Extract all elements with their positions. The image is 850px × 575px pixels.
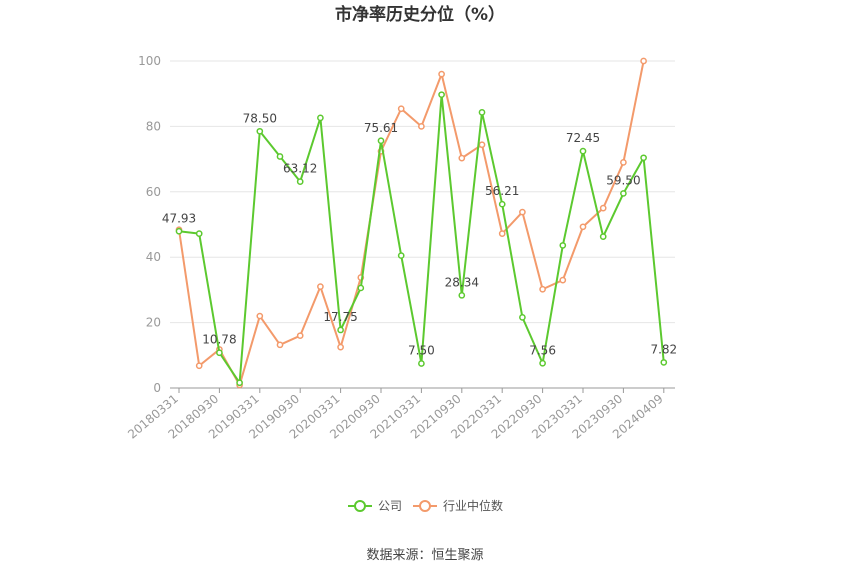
data-label-20: 72.45 (566, 131, 600, 145)
series-1-point-4 (256, 312, 264, 320)
data-label-10: 75.61 (364, 121, 398, 135)
series-0-point-3 (236, 379, 243, 387)
series-1-point-7 (317, 283, 324, 290)
series-1-point-13 (438, 70, 445, 78)
y-tick-label-20: 20 (146, 316, 161, 330)
series-0-point-20 (579, 147, 587, 155)
series-0-point-8 (337, 326, 344, 334)
data-labels: 47.93 10.78 78.50 63.12 17.75 75.61 7.50 28.34 5… (162, 111, 677, 357)
series-0-point-15 (478, 108, 486, 116)
series-0-point-6 (296, 178, 304, 185)
data-label-8: 17.75 (323, 310, 357, 324)
series-1-point-15 (478, 141, 486, 149)
legend-item-1[interactable]: 行业中位数 (413, 498, 503, 513)
series-0-point-0 (175, 227, 183, 235)
series-0-point-10 (377, 137, 385, 145)
series-0-point-9 (357, 284, 365, 292)
data-label-24: 7.82 (650, 342, 677, 356)
series-0-point-18 (539, 359, 546, 367)
series-0-point-4 (256, 127, 264, 135)
series-layer (175, 57, 668, 389)
legend-label-1: 行业中位数 (443, 498, 503, 513)
series-1-point-14 (458, 154, 466, 162)
series-line-1 (178, 60, 645, 387)
series-1-point-23 (640, 57, 647, 65)
chart-title: 市净率历史分位（%） (335, 4, 505, 25)
series-0-point-2 (216, 349, 223, 357)
series-1-point-19 (559, 276, 567, 284)
series-0-point-11 (397, 252, 405, 259)
series-1-point-20 (579, 223, 587, 231)
legend[interactable]: 公司 行业中位数 (348, 498, 503, 513)
data-label-12: 7.50 (408, 343, 435, 357)
grid (170, 60, 675, 324)
series-0-point-14 (458, 291, 466, 299)
series-1-point-5 (276, 341, 284, 349)
data-label-4: 78.50 (243, 111, 277, 125)
legend-marker-0 (354, 500, 366, 512)
series-0-point-24 (660, 359, 668, 366)
y-tick-label-100: 100 (138, 54, 161, 68)
series-0-point-22 (620, 190, 627, 197)
data-label-6: 63.12 (283, 162, 317, 176)
data-label-22: 59.50 (606, 173, 640, 187)
y-tick-label-0: 0 (153, 381, 161, 395)
series-1-point-8 (337, 343, 344, 351)
data-label-18: 7.56 (529, 343, 556, 357)
series-0-point-12 (418, 360, 425, 367)
series-1-point-22 (620, 159, 627, 166)
y-axis: 0 20 40 60 80 100 (138, 54, 161, 395)
series-0-point-1 (195, 230, 203, 238)
series-1-point-16 (498, 230, 506, 238)
legend-item-0[interactable]: 公司 (348, 499, 402, 513)
series-0-point-7 (317, 114, 324, 122)
series-0-point-23 (640, 154, 647, 162)
legend-label-0: 公司 (378, 499, 402, 513)
series-0-point-19 (559, 242, 567, 249)
series-0-point-16 (498, 200, 506, 208)
data-label-14: 28.34 (445, 275, 479, 289)
x-axis: 2018033120180930201903312019093020200331… (125, 387, 675, 442)
series-1-point-21 (599, 204, 607, 212)
series-1-point-1 (195, 362, 203, 370)
y-tick-label-60: 60 (146, 185, 161, 199)
series-0-point-17 (519, 314, 526, 321)
data-label-16: 56.21 (485, 184, 519, 198)
series-0-point-5 (276, 153, 284, 160)
y-tick-label-80: 80 (146, 119, 161, 133)
source-note: 数据来源：恒生聚源 (366, 548, 483, 563)
series-1-point-11 (397, 105, 405, 113)
series-0-point-21 (599, 233, 607, 240)
series-1-point-6 (296, 332, 304, 340)
series-1-point-12 (418, 123, 425, 130)
y-tick-label-40: 40 (146, 250, 161, 264)
series-1-point-17 (519, 208, 526, 216)
data-label-2: 10.78 (202, 333, 236, 347)
series-1-point-18 (539, 285, 546, 293)
data-label-0: 47.93 (162, 211, 196, 225)
series-0-point-13 (438, 91, 445, 99)
legend-marker-1 (419, 500, 431, 512)
